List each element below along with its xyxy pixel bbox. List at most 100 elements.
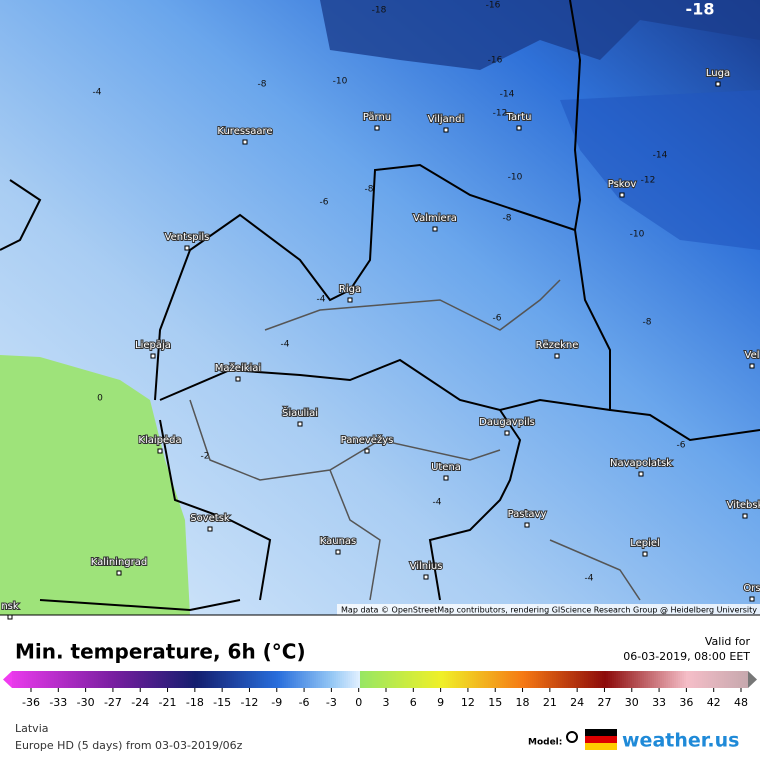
map: Map data © OpenStreetMap contributors, r… — [0, 0, 760, 615]
colorbar-cell — [562, 671, 565, 688]
colorbar-cell — [320, 671, 323, 688]
colorbar-cell — [382, 671, 385, 688]
city-dot — [504, 430, 510, 436]
colorbar-cell — [712, 671, 715, 688]
colorbar-cell — [214, 671, 217, 688]
city-label: Vel — [745, 350, 760, 361]
colorbar-cell — [626, 671, 629, 688]
colorbar-cell — [26, 671, 29, 688]
colorbar-cell — [238, 671, 241, 688]
colorbar-cell — [694, 671, 697, 688]
colorbar-cell — [134, 671, 137, 688]
colorbar-cell — [50, 671, 53, 688]
city-dot — [347, 297, 353, 303]
colorbar-cell — [64, 671, 67, 688]
city-label: Vilnius — [410, 561, 443, 572]
colorbar-cell — [422, 671, 425, 688]
colorbar-cell — [714, 671, 717, 688]
colorbar-cell — [470, 671, 473, 688]
colorbar-tick-label: 6 — [410, 696, 417, 709]
colorbar-cell — [132, 671, 135, 688]
colorbar-tick-label: 30 — [625, 696, 639, 709]
colorbar-cell — [290, 671, 293, 688]
colorbar-cell — [282, 671, 285, 688]
colorbar-cell — [188, 671, 191, 688]
colorbar-cell — [650, 671, 653, 688]
colorbar-cell — [368, 671, 371, 688]
colorbar-tick-label: -33 — [49, 696, 67, 709]
colorbar-cell — [218, 671, 221, 688]
colorbar-cell — [590, 671, 593, 688]
colorbar-cell — [58, 671, 61, 688]
contour-label: -10 — [508, 173, 523, 183]
colorbar-cell — [522, 671, 525, 688]
colorbar-cell — [234, 671, 237, 688]
colorbar-cell — [424, 671, 427, 688]
colorbar-cell — [352, 671, 355, 688]
colorbar-cell — [588, 671, 591, 688]
colorbar-cell — [312, 671, 315, 688]
colorbar-cell — [402, 671, 405, 688]
colorbar-cell — [566, 671, 569, 688]
colorbar-cell — [454, 671, 457, 688]
colorbar-tick-label: 12 — [461, 696, 475, 709]
colorbar-cell — [742, 671, 745, 688]
colorbar-cell — [264, 671, 267, 688]
colorbar-cell — [622, 671, 625, 688]
colorbar-cell — [592, 671, 595, 688]
contour-label: -6 — [677, 441, 686, 451]
colorbar-cell — [236, 671, 239, 688]
colorbar-tick-label: -18 — [186, 696, 204, 709]
colorbar-cell — [230, 671, 233, 688]
brand: weather.us — [622, 730, 739, 752]
colorbar-cell — [284, 671, 287, 688]
colorbar-cell — [204, 671, 207, 688]
colorbar-cell — [138, 671, 141, 688]
region: Latvia — [15, 722, 49, 735]
city-dot — [619, 192, 625, 198]
colorbar-cell — [176, 671, 179, 688]
colorbar-cell — [260, 671, 263, 688]
colorbar-cell — [654, 671, 657, 688]
colorbar-cell — [606, 671, 609, 688]
colorbar-cell — [52, 671, 55, 688]
colorbar-cell — [388, 671, 391, 688]
city-dot — [443, 475, 449, 481]
city-dot — [297, 421, 303, 427]
colorbar-cell — [254, 671, 257, 688]
colorbar-cell — [248, 671, 251, 688]
city-label: Klaipėda — [138, 435, 181, 446]
colorbar-cell — [480, 671, 483, 688]
city-label: Pärnu — [363, 112, 391, 123]
colorbar-cell — [222, 671, 225, 688]
colorbar-cell — [46, 671, 49, 688]
colorbar-cell — [524, 671, 527, 688]
colorbar-cell — [178, 671, 181, 688]
colorbar-cell — [152, 671, 155, 688]
colorbar-cell — [114, 671, 117, 688]
colorbar-cell — [386, 671, 389, 688]
contour-label: -4 — [93, 88, 102, 98]
colorbar-cell — [464, 671, 467, 688]
colorbar-cell — [286, 671, 289, 688]
valid-time: 06-03-2019, 08:00 EET — [623, 650, 750, 663]
colorbar-cell — [632, 671, 635, 688]
city-label: Daugavpils — [479, 417, 535, 428]
colorbar-cell — [418, 671, 421, 688]
colorbar-cell — [670, 671, 673, 688]
colorbar-cell — [14, 671, 17, 688]
colorbar-cell — [456, 671, 459, 688]
colorbar-cell — [102, 671, 105, 688]
city-label: Utena — [431, 462, 461, 473]
colorbar-cell — [462, 671, 465, 688]
city-dot — [364, 448, 370, 454]
colorbar-cell — [372, 671, 375, 688]
colorbar-cell — [280, 671, 283, 688]
colorbar-cell — [612, 671, 615, 688]
legend-title: Min. temperature, 6h (°C) — [15, 640, 306, 664]
colorbar-cell — [594, 671, 597, 688]
colorbar-tick-label: 48 — [734, 696, 748, 709]
colorbar-tick-label: 42 — [707, 696, 721, 709]
colorbar-cell — [666, 671, 669, 688]
colorbar-cell — [124, 671, 127, 688]
